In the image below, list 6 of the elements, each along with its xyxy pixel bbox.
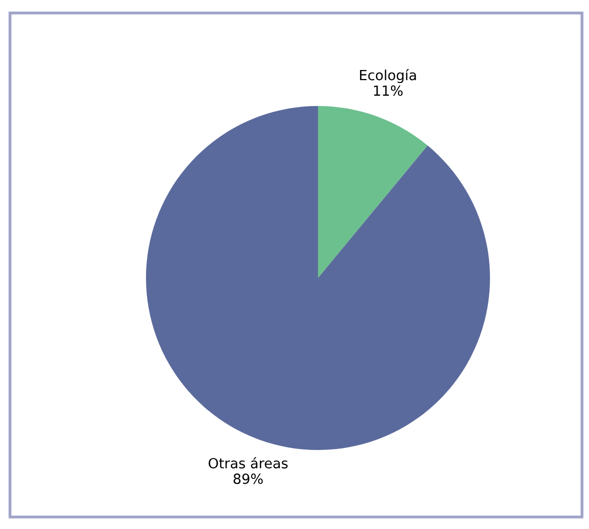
slice-label: Otras áreas bbox=[208, 457, 288, 468]
pie-slice bbox=[146, 106, 490, 450]
data-label: 89% bbox=[234, 474, 263, 484]
pie-slice bbox=[318, 106, 428, 278]
data-label: 11% bbox=[374, 85, 403, 96]
slice-label: Ecología bbox=[360, 69, 416, 84]
